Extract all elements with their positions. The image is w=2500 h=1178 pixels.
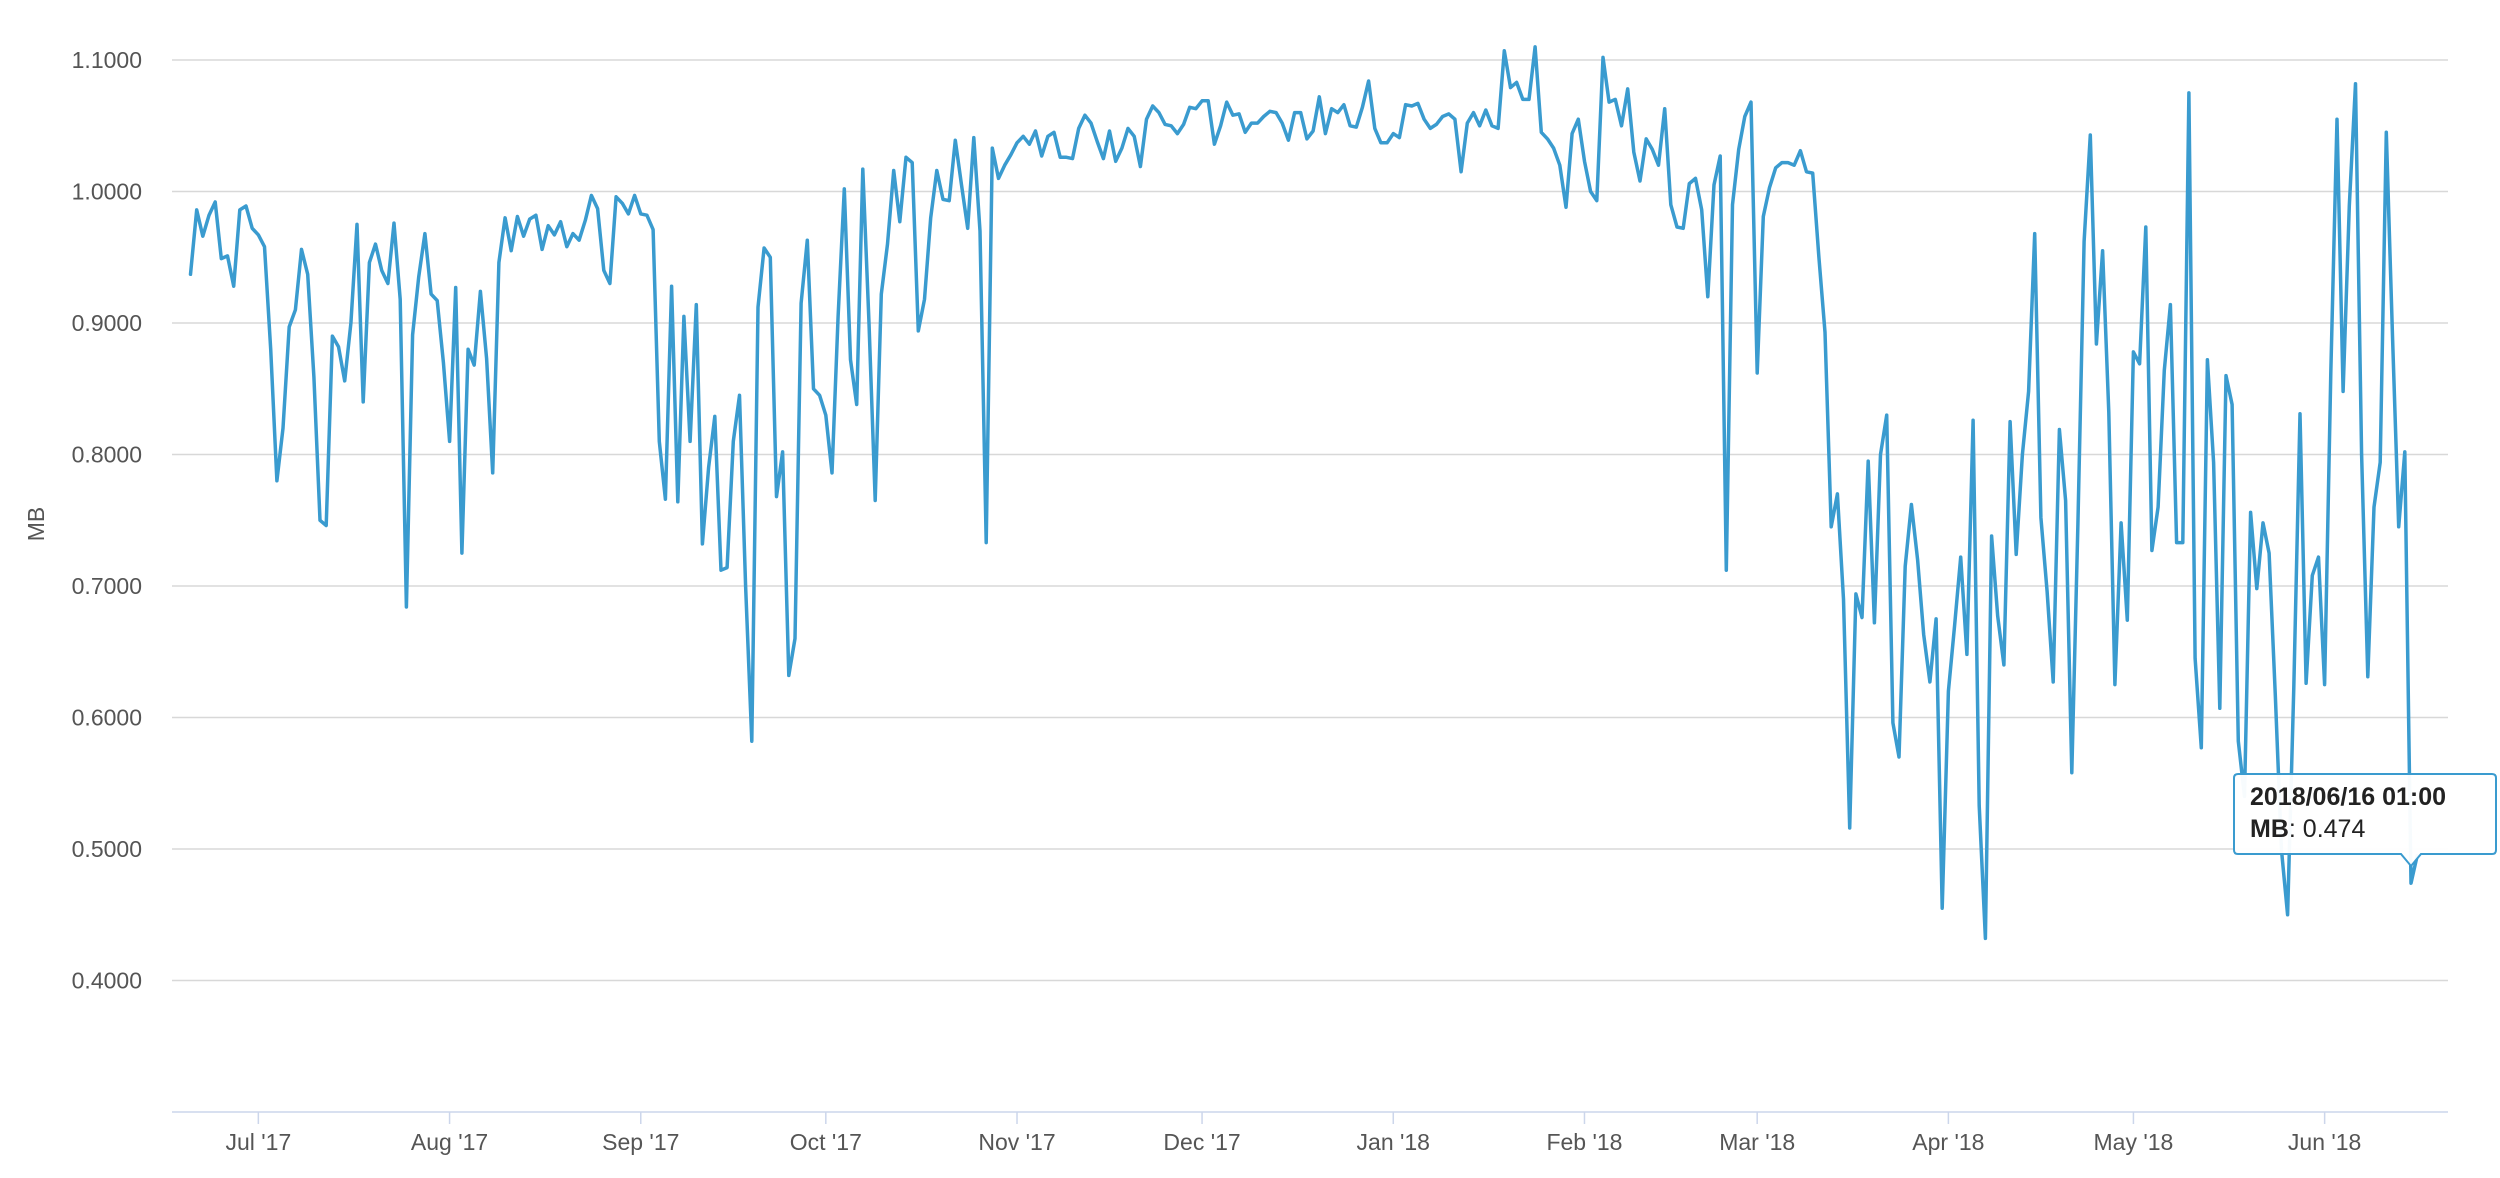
series-line-group[interactable]: [188, 45, 2419, 941]
tooltip-body: MB: 0.474: [2250, 815, 2365, 843]
gridlines: [172, 59, 2448, 982]
x-tick-label: May '18: [2094, 1129, 2174, 1155]
y-tick-label: 0.5000: [72, 836, 142, 862]
x-tick-label: Jun '18: [2288, 1129, 2361, 1155]
y-axis-label: MB: [23, 507, 49, 542]
tooltip-series-label: MB: [2250, 815, 2289, 843]
x-tick-label: Jul '17: [225, 1129, 291, 1155]
y-tick-label: 0.6000: [72, 705, 142, 731]
x-tick-label: Feb '18: [1546, 1129, 1622, 1155]
series-line[interactable]: [188, 45, 2419, 941]
y-axis-ticks: 0.4000 0.5000 0.6000 0.7000 0.8000 0.9000 1.00…: [72, 47, 142, 994]
x-axis-ticks: Jul '17 Aug '17 Sep '17 Oct '17 Nov '17 Dec '…: [225, 1112, 2361, 1155]
x-tick-label: Jan '18: [1357, 1129, 1430, 1155]
x-tick-label: Sep '17: [602, 1129, 679, 1155]
x-tick-label: Aug '17: [411, 1129, 488, 1155]
x-tick-label: Oct '17: [790, 1129, 862, 1155]
x-tick-label: Nov '17: [978, 1129, 1055, 1155]
y-tick-label: 0.4000: [72, 968, 142, 994]
x-tick-label: Mar '18: [1719, 1129, 1795, 1155]
x-tick-label: Apr '18: [1912, 1129, 1984, 1155]
tooltip-box: [2233, 773, 2497, 868]
tooltip-header: 2018/06/16 01:00: [2250, 783, 2446, 811]
y-tick-label: 0.9000: [72, 310, 142, 336]
y-tick-label: 1.0000: [72, 179, 142, 205]
tooltip-value: 0.474: [2303, 815, 2366, 843]
tooltip-separator: :: [2289, 815, 2303, 843]
y-tick-label: 0.8000: [72, 442, 142, 468]
y-tick-label: 0.7000: [72, 573, 142, 599]
tooltip: 2018/06/16 01:00 MB: 0.474: [2233, 773, 2497, 868]
x-tick-label: Dec '17: [1163, 1129, 1240, 1155]
y-tick-label: 1.1000: [72, 47, 142, 73]
